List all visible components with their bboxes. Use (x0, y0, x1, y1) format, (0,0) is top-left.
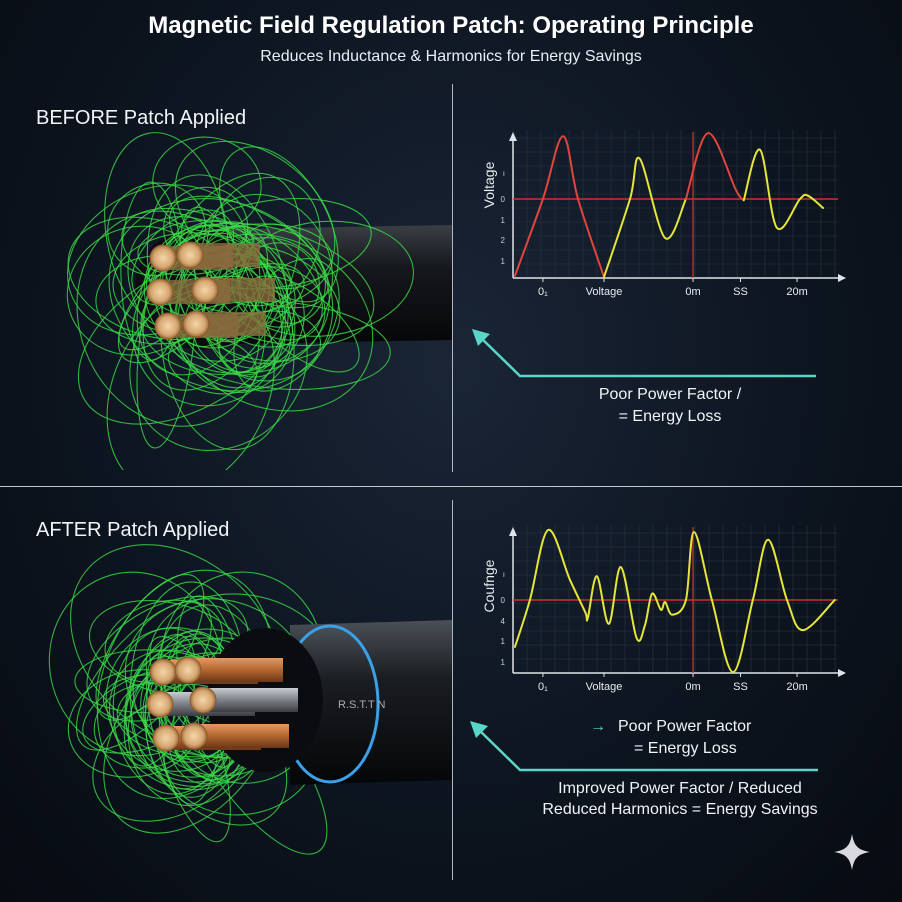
y-tick-label: 1 (501, 216, 506, 225)
y-tick-label: 0 (501, 195, 506, 204)
conductor-body (188, 658, 283, 682)
waveform-line (513, 528, 836, 674)
waveform-line (742, 148, 825, 231)
after-voltage-chart: Coufnge ı 0 4 1 1 0₁ Voltage 0m SS 20m (481, 525, 846, 693)
after-teal-arrow (470, 721, 818, 772)
y-axis-label: Coufnge (481, 559, 497, 612)
y-tick-label: ı (503, 169, 505, 178)
after-cable-illustration: R.S.T.T N (48, 544, 452, 855)
x-tick-label: Voltage (586, 681, 623, 693)
grid (512, 130, 838, 279)
x-tick-label: 0₁ (538, 286, 548, 298)
y-tick-label: ı (503, 570, 505, 579)
x-tick-label: 0₁ (538, 681, 548, 693)
vertical-divider-top (452, 84, 453, 472)
cable-marking: R.S.T.T N (338, 699, 386, 711)
y-tick-label: 1 (501, 637, 506, 646)
horizontal-divider (0, 486, 902, 487)
conductor-body (194, 724, 289, 748)
after-small-caption-line1: Poor Power Factor (618, 718, 752, 735)
x-tick-label: SS (733, 286, 748, 298)
y-tick-label: 1 (501, 658, 506, 667)
conductor-end (174, 656, 202, 684)
y-axis-label: Voltage (481, 161, 497, 208)
x-axis-arrow-icon (838, 669, 846, 677)
before-caption-line1: Poor Power Factor / (598, 386, 742, 403)
x-tick-label: 0m (685, 681, 700, 693)
after-caption-line1: Improved Power Factor / Reduced (558, 780, 802, 797)
conductor-end (180, 722, 208, 750)
x-tick-label: SS (733, 681, 748, 693)
conductor-end (146, 278, 174, 306)
y-axis-arrow-icon (509, 132, 517, 141)
x-axis-arrow-icon (838, 274, 846, 282)
conductor-end (149, 244, 177, 272)
before-label: BEFORE Patch Applied (36, 107, 247, 129)
before-cable-illustration (66, 132, 452, 470)
page-title: Magnetic Field Regulation Patch: Operati… (148, 12, 754, 39)
conductors (146, 656, 298, 752)
waveform-line (513, 135, 605, 279)
x-tick-label: 20m (786, 681, 807, 693)
page-subtitle: Reduces Inductance & Harmonics for Energ… (260, 48, 642, 65)
before-caption-line2: = Energy Loss (618, 408, 722, 425)
conductor-end (149, 658, 177, 686)
waveform-line (684, 132, 745, 202)
before-teal-arrow (472, 329, 816, 378)
vertical-divider-bottom (452, 500, 453, 880)
y-tick-label: 1 (501, 257, 506, 266)
field-line (205, 176, 321, 307)
field-line (107, 182, 207, 277)
conductor-end (176, 241, 204, 269)
x-tick-label: 0m (685, 286, 700, 298)
conductor-end (182, 310, 210, 338)
conductor-end (154, 312, 182, 340)
conductors (146, 241, 275, 340)
y-tick-label: 2 (501, 236, 506, 245)
waveform-line (603, 156, 687, 279)
field-line (136, 235, 197, 449)
sparkle-icon (834, 834, 870, 870)
before-voltage-chart: Voltage ı 0 1 2 1 0₁ Voltage 0m SS 20m (481, 130, 846, 298)
conductor-end (152, 724, 180, 752)
y-axis-arrow-icon (509, 527, 517, 536)
field-line (152, 136, 262, 233)
after-caption-line2: Reduced Harmonics = Energy Savings (542, 801, 818, 818)
x-tick-label: 20m (786, 286, 807, 298)
after-small-caption-line2: = Energy Loss (634, 740, 737, 757)
y-tick-label: 0 (501, 596, 506, 605)
conductor-end (191, 276, 219, 304)
conductor-end (189, 686, 217, 714)
small-arrow-icon: → (590, 718, 606, 735)
field-line (177, 243, 341, 362)
after-label: AFTER Patch Applied (36, 519, 230, 541)
conductor-end (146, 690, 174, 718)
conductor-body (203, 688, 298, 712)
x-tick-label: Voltage (586, 286, 623, 298)
field-line (137, 219, 255, 276)
y-tick-label: 4 (501, 617, 506, 626)
grid (512, 525, 838, 674)
